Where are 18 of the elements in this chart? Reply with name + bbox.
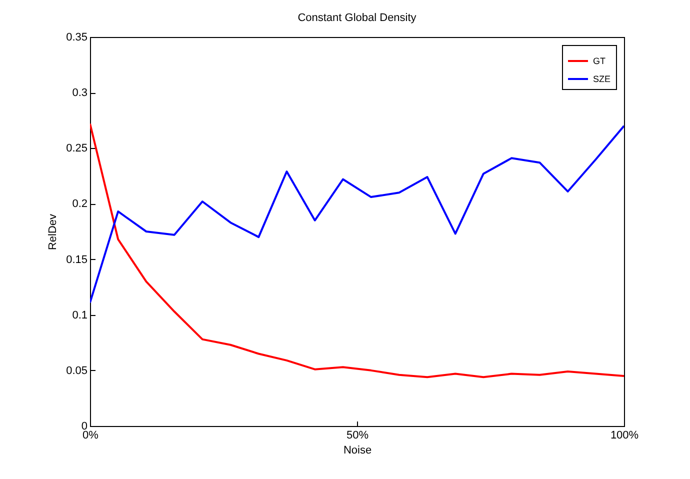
y-tick-label: 0	[81, 420, 88, 432]
y-tick-label: 0.3	[72, 87, 88, 100]
x-axis-title: Noise	[343, 444, 372, 456]
y-tick-label: 0.1	[72, 309, 88, 322]
y-tick-label: 0.35	[66, 32, 88, 44]
y-axis-title: RelDev	[47, 213, 60, 250]
y-tick-label: 0.15	[66, 254, 88, 266]
line-series	[90, 124, 624, 304]
y-tick-label: 0.2	[72, 198, 88, 210]
x-tick-label: 0%	[82, 430, 99, 442]
legend-label: GT	[593, 56, 606, 66]
x-tick-label: 100%	[610, 430, 639, 442]
chart-title: Constant Global Density	[298, 12, 417, 24]
y-tick-label: 0.05	[66, 364, 88, 377]
line-series	[90, 122, 624, 378]
x-tick-label: 50%	[346, 430, 369, 442]
legend-label: SZE	[593, 74, 611, 84]
y-tick-label: 0.25	[66, 142, 88, 155]
